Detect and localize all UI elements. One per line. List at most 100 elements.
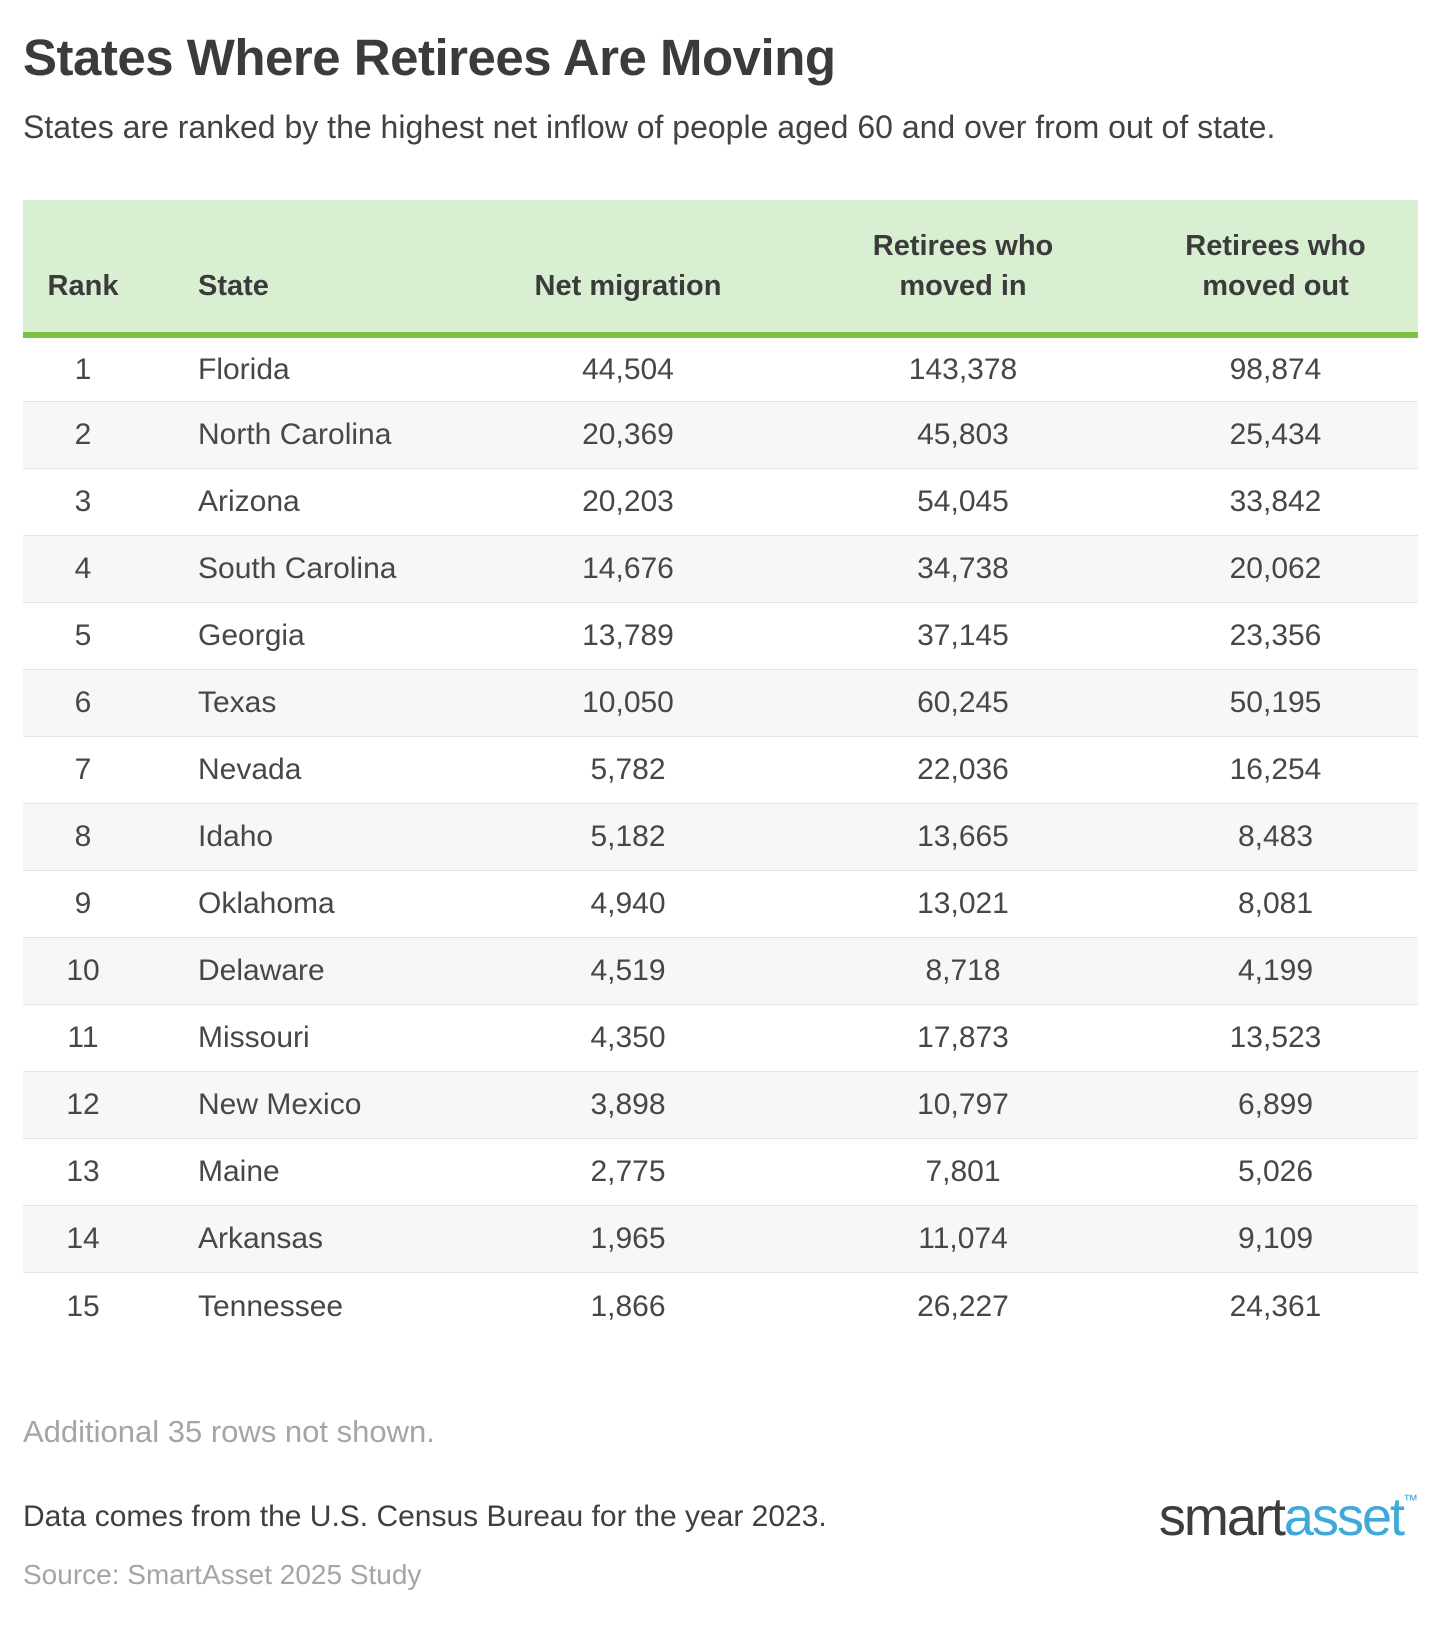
cell-moved-out: 5,026 [1133,1138,1418,1206]
cell-moved-in: 143,378 [908,352,1018,386]
smartasset-logo: smartasset™ [1159,1490,1418,1544]
cell-moved-in: 37,145 [793,602,1133,670]
table-row: 10 Delaware 4,519 8,718 4,199 [23,937,1418,1005]
study-source-note: Source: SmartAsset 2025 Study [23,1558,422,1590]
cell-rank: 14 [23,1205,143,1273]
cell-state: North Carolina [143,401,463,469]
cell-moved-out: 25,434 [1133,401,1418,469]
cell-net-migration: 3,898 [463,1071,793,1139]
column-header-state: State [143,199,463,338]
cell-state: Idaho [143,803,463,871]
cell-moved-in: 54,045 [793,468,1133,536]
table-header-row: Rank State Net migration Retirees who mo… [23,199,1418,338]
cell-rank: 15 [23,1272,143,1340]
data-source-note: Data comes from the U.S. Census Bureau f… [23,1499,827,1533]
cell-rank: 12 [23,1071,143,1139]
cell-net-migration: 20,203 [463,468,793,536]
cell-state: Arizona [143,468,463,536]
cell-net-migration: 5,782 [463,736,793,804]
page: States Where Retirees Are Moving States … [23,29,1418,1591]
cell-rank: 10 [23,937,143,1005]
cell-net-migration: 5,182 [463,803,793,871]
cell-state: South Carolina [143,535,463,603]
cell-moved-in: 11,074 [793,1205,1133,1273]
column-header-rank: Rank [23,199,143,338]
cell-state: Florida [198,352,290,386]
cell-moved-out: 33,842 [1133,468,1418,536]
cell-moved-out: 6,899 [1133,1071,1418,1139]
cell-net-migration: 44,504 [582,352,674,386]
table-row: 3 Arizona 20,203 54,045 33,842 [23,468,1418,536]
cell-net-migration: 1,866 [463,1272,793,1340]
cell-net-migration: 10,050 [463,669,793,737]
cell-moved-out: 16,254 [1133,736,1418,804]
cell-moved-out: 8,483 [1133,803,1418,871]
cell-net-migration: 14,676 [463,535,793,603]
additional-rows-note: Additional 35 rows not shown. [23,1413,435,1449]
cell-moved-out: 23,356 [1133,602,1418,670]
logo-asset-text: asset [1283,1486,1405,1547]
table-row: 6 Texas 10,050 60,245 50,195 [23,669,1418,737]
table-row: 9 Oklahoma 4,940 13,021 8,081 [23,870,1418,938]
cell-moved-out: 20,062 [1133,535,1418,603]
page-subtitle: States are ranked by the highest net inf… [23,108,1276,145]
cell-rank: 9 [23,870,143,938]
cell-rank: 8 [23,803,143,871]
cell-moved-out: 4,199 [1133,937,1418,1005]
cell-moved-in: 13,021 [793,870,1133,938]
table-row: 1 Florida 44,504 143,378 98,874 [23,335,1418,402]
cell-net-migration: 2,775 [463,1138,793,1206]
cell-state: Missouri [143,1004,463,1072]
logo-smart-text: smart [1158,1486,1286,1547]
table-body: 1 Florida 44,504 143,378 98,874 2 North … [23,335,1418,1340]
cell-net-migration: 1,965 [463,1205,793,1273]
cell-state: Delaware [143,937,463,1005]
table-row: 14 Arkansas 1,965 11,074 9,109 [23,1205,1418,1273]
table-header: Rank State Net migration Retirees who mo… [23,199,1418,338]
cell-moved-in: 17,873 [793,1004,1133,1072]
table-row: 4 South Carolina 14,676 34,738 20,062 [23,535,1418,603]
cell-rank: 6 [23,669,143,737]
cell-state: New Mexico [143,1071,463,1139]
column-header-moved-out: Retirees who moved out [1133,199,1418,338]
retirees-migration-table: Rank State Net migration Retirees who mo… [23,199,1418,1340]
cell-rank: 7 [23,736,143,804]
column-header-moved-in: Retirees who moved in [793,199,1133,338]
cell-moved-out: 13,523 [1133,1004,1418,1072]
cell-rank: 5 [23,602,143,670]
cell-moved-in: 45,803 [793,401,1133,469]
cell-state: Tennessee [143,1272,463,1340]
cell-moved-out: 8,081 [1133,870,1418,938]
column-header-net-migration: Net migration [463,199,793,338]
footer: Data comes from the U.S. Census Bureau f… [23,1490,1418,1591]
cell-rank: 13 [23,1138,143,1206]
cell-rank: 11 [23,1004,143,1072]
cell-state: Nevada [143,736,463,804]
table-row: 8 Idaho 5,182 13,665 8,483 [23,803,1418,871]
cell-moved-in: 34,738 [793,535,1133,603]
page-title: States Where Retirees Are Moving [23,29,836,86]
cell-moved-out: 50,195 [1133,669,1418,737]
logo-trademark-symbol: ™ [1403,1491,1418,1509]
table-row: 11 Missouri 4,350 17,873 13,523 [23,1004,1418,1072]
cell-moved-in: 26,227 [793,1272,1133,1340]
table-row: 2 North Carolina 20,369 45,803 25,434 [23,401,1418,469]
cell-moved-in: 13,665 [793,803,1133,871]
cell-moved-out: 24,361 [1133,1272,1418,1340]
footer-notes: Data comes from the U.S. Census Bureau f… [23,1500,827,1591]
table-row: 5 Georgia 13,789 37,145 23,356 [23,602,1418,670]
cell-rank: 3 [23,468,143,536]
cell-state: Maine [143,1138,463,1206]
cell-state: Texas [143,669,463,737]
cell-moved-in: 10,797 [793,1071,1133,1139]
cell-net-migration: 4,940 [463,870,793,938]
cell-net-migration: 4,519 [463,937,793,1005]
cell-moved-in: 22,036 [793,736,1133,804]
cell-rank: 4 [23,535,143,603]
table-row: 15 Tennessee 1,866 26,227 24,361 [23,1272,1418,1340]
cell-state: Oklahoma [143,870,463,938]
cell-state: Georgia [143,602,463,670]
cell-moved-in: 60,245 [793,669,1133,737]
cell-net-migration: 20,369 [463,401,793,469]
table-row: 13 Maine 2,775 7,801 5,026 [23,1138,1418,1206]
